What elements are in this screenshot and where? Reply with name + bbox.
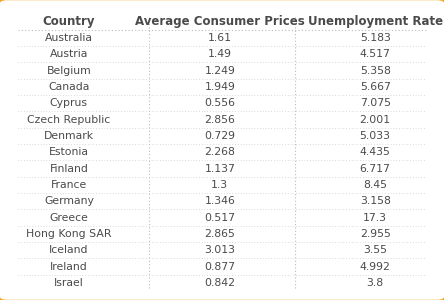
Text: 7.075: 7.075: [360, 98, 391, 108]
Text: Canada: Canada: [48, 82, 90, 92]
Text: 1.61: 1.61: [208, 33, 232, 43]
Text: France: France: [51, 180, 87, 190]
Text: 3.8: 3.8: [367, 278, 384, 288]
Text: 1.346: 1.346: [204, 196, 235, 206]
Text: 5.667: 5.667: [360, 82, 391, 92]
Text: 0.729: 0.729: [204, 131, 235, 141]
Text: 0.517: 0.517: [204, 212, 235, 223]
Text: Hong Kong SAR: Hong Kong SAR: [26, 229, 111, 239]
Text: 8.45: 8.45: [363, 180, 387, 190]
Text: 2.001: 2.001: [360, 115, 391, 124]
Text: 4.435: 4.435: [360, 147, 391, 157]
Text: 0.842: 0.842: [204, 278, 235, 288]
Text: 5.183: 5.183: [360, 33, 391, 43]
Text: 0.877: 0.877: [204, 262, 235, 272]
Text: 4.517: 4.517: [360, 49, 391, 59]
Text: Czech Republic: Czech Republic: [27, 115, 111, 124]
Text: Estonia: Estonia: [49, 147, 89, 157]
Text: 3.55: 3.55: [363, 245, 387, 255]
Text: Iceland: Iceland: [49, 245, 88, 255]
Text: Greece: Greece: [49, 212, 88, 223]
Text: Unemployment Rate: Unemployment Rate: [308, 15, 443, 28]
Text: Country: Country: [43, 15, 95, 28]
Text: 2.865: 2.865: [204, 229, 235, 239]
Text: Cyprus: Cyprus: [50, 98, 88, 108]
Text: Germany: Germany: [44, 196, 94, 206]
Text: Finland: Finland: [49, 164, 88, 174]
Text: Israel: Israel: [54, 278, 84, 288]
Text: Average Consumer Prices: Average Consumer Prices: [135, 15, 305, 28]
Text: 1.3: 1.3: [211, 180, 228, 190]
Text: Austria: Austria: [50, 49, 88, 59]
Text: 2.268: 2.268: [204, 147, 235, 157]
Text: 5.033: 5.033: [360, 131, 391, 141]
Text: Ireland: Ireland: [50, 262, 88, 272]
Text: Belgium: Belgium: [47, 66, 91, 76]
Text: 1.949: 1.949: [204, 82, 235, 92]
Text: 17.3: 17.3: [363, 212, 387, 223]
Text: 2.856: 2.856: [204, 115, 235, 124]
Text: 1.49: 1.49: [208, 49, 232, 59]
Text: Australia: Australia: [45, 33, 93, 43]
Text: 1.249: 1.249: [204, 66, 235, 76]
Text: 3.158: 3.158: [360, 196, 391, 206]
Text: Denmark: Denmark: [44, 131, 94, 141]
Text: 5.358: 5.358: [360, 66, 391, 76]
Text: 2.955: 2.955: [360, 229, 391, 239]
Text: 1.137: 1.137: [204, 164, 235, 174]
Text: 6.717: 6.717: [360, 164, 391, 174]
Text: 0.556: 0.556: [204, 98, 235, 108]
Text: 4.992: 4.992: [360, 262, 391, 272]
Text: 3.013: 3.013: [204, 245, 235, 255]
